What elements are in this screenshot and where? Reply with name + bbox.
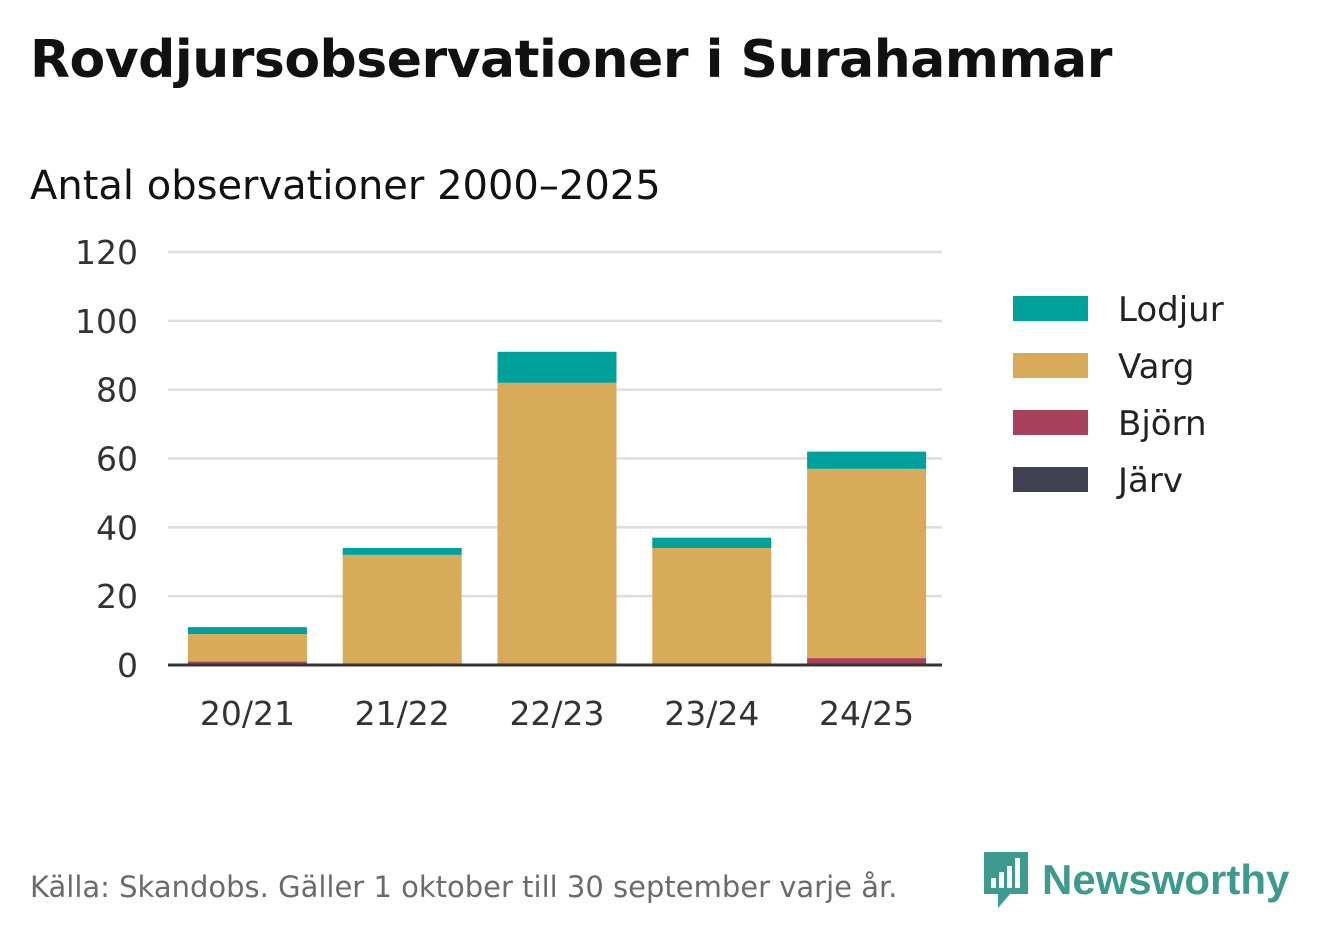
y-tick-label: 20 <box>96 577 138 616</box>
x-tick-label: 23/24 <box>664 694 759 733</box>
legend-label-lodjur: Lodjur <box>1118 290 1224 330</box>
y-tick-label: 40 <box>96 508 138 547</box>
legend-label-järv: Järv <box>1116 461 1183 501</box>
bar-lodjur-24-25 <box>807 451 927 469</box>
y-tick-label: 120 <box>75 233 138 272</box>
y-tick-label: 60 <box>96 440 138 479</box>
x-tick-label: 21/22 <box>355 694 450 733</box>
bar-björn-20-21 <box>187 661 307 665</box>
y-tick-label: 100 <box>75 302 138 341</box>
bar-varg-20-21 <box>187 634 307 662</box>
bar-varg-24-25 <box>807 468 927 659</box>
source-note: Källa: Skandobs. Gäller 1 oktober till 3… <box>30 870 898 904</box>
brand-name: Newsworthy <box>1042 856 1290 903</box>
chart-subtitle: Antal observationer 2000–2025 <box>30 163 661 209</box>
bar-lodjur-21-22 <box>342 547 462 555</box>
bar-lodjur-20-21 <box>187 627 307 635</box>
bar-lodjur-22-23 <box>497 351 617 383</box>
bar-varg-22-23 <box>497 382 617 665</box>
x-axis-ticks: 20/21 21/22 22/23 23/24 24/25 <box>200 694 914 733</box>
bar-lodjur-23-24 <box>652 537 772 548</box>
bar-varg-23-24 <box>652 547 772 665</box>
bar-björn-24-25 <box>807 658 927 665</box>
newsworthy-logo-icon <box>984 852 1028 908</box>
legend-label-varg: Varg <box>1118 347 1194 387</box>
bars <box>187 351 927 665</box>
x-tick-label: 24/25 <box>819 694 914 733</box>
legend-label-björn: Björn <box>1118 404 1207 444</box>
legend-swatch-lodjur <box>1013 296 1088 321</box>
legend: Lodjur Varg Björn Järv <box>1013 290 1224 501</box>
x-tick-label: 22/23 <box>509 694 604 733</box>
legend-swatch-björn <box>1013 410 1088 435</box>
x-tick-label: 20/21 <box>200 694 295 733</box>
legend-swatch-järv <box>1013 467 1088 492</box>
y-tick-label: 0 <box>117 646 138 685</box>
newsworthy-logo: Newsworthy <box>980 850 1289 910</box>
y-tick-label: 80 <box>96 371 138 410</box>
y-axis-ticks: 0 20 40 60 80 100 120 <box>75 233 138 685</box>
chart-title: Rovdjursobservationer i Surahammar <box>30 30 1112 90</box>
legend-swatch-varg <box>1013 353 1088 378</box>
bar-varg-21-22 <box>342 554 462 665</box>
